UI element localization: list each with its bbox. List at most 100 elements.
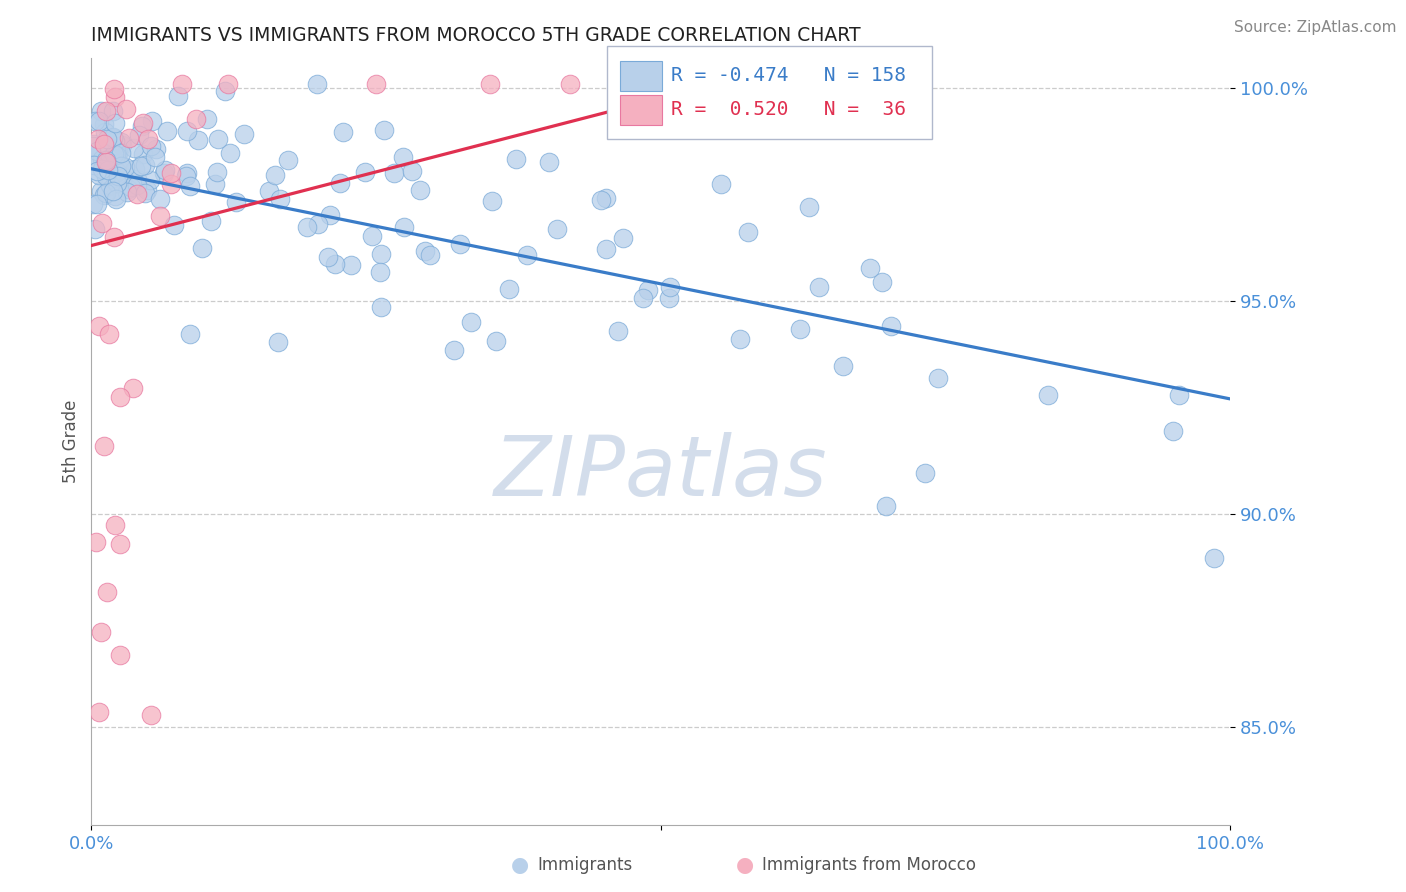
Point bbox=[373, 123, 395, 137]
Point bbox=[460, 315, 482, 329]
Point bbox=[110, 136, 132, 150]
Point bbox=[101, 184, 124, 198]
Point bbox=[84, 535, 107, 549]
Point bbox=[87, 319, 110, 334]
Point bbox=[83, 148, 105, 162]
Point bbox=[104, 90, 127, 104]
Point bbox=[149, 209, 172, 223]
Point bbox=[86, 144, 108, 158]
Text: ●: ● bbox=[512, 855, 529, 875]
Point bbox=[90, 625, 112, 640]
Point bbox=[179, 327, 201, 342]
Point bbox=[637, 283, 659, 297]
Point bbox=[139, 707, 162, 722]
Point bbox=[505, 152, 527, 166]
Point bbox=[481, 194, 503, 208]
Point bbox=[914, 466, 936, 480]
Point bbox=[108, 162, 131, 177]
Point bbox=[83, 222, 105, 236]
Point bbox=[368, 265, 391, 279]
Point bbox=[516, 248, 538, 262]
Point bbox=[419, 247, 441, 261]
Point bbox=[107, 146, 129, 161]
Point bbox=[1167, 388, 1189, 402]
Point bbox=[122, 141, 145, 155]
Point bbox=[100, 167, 122, 181]
Point bbox=[104, 134, 127, 148]
Point bbox=[200, 214, 222, 228]
Point bbox=[93, 439, 115, 453]
Point bbox=[808, 280, 831, 294]
Point bbox=[111, 137, 134, 152]
Point bbox=[176, 124, 198, 138]
Point bbox=[93, 188, 115, 202]
Point bbox=[131, 119, 153, 133]
Point bbox=[112, 170, 135, 185]
Point bbox=[141, 114, 163, 128]
Point bbox=[267, 334, 290, 349]
Point bbox=[257, 184, 280, 198]
Point bbox=[707, 77, 730, 91]
Point bbox=[318, 208, 340, 222]
Point bbox=[98, 153, 121, 167]
Point bbox=[631, 291, 654, 305]
Point bbox=[86, 132, 108, 146]
Point bbox=[108, 648, 131, 662]
Point bbox=[101, 129, 124, 144]
Point bbox=[392, 220, 415, 235]
Point bbox=[94, 125, 117, 139]
Point bbox=[96, 167, 118, 181]
Point bbox=[115, 186, 138, 200]
Point bbox=[264, 169, 287, 183]
Point bbox=[595, 242, 617, 256]
Point bbox=[89, 185, 111, 199]
Point bbox=[122, 381, 145, 395]
Point bbox=[138, 173, 160, 187]
Point bbox=[392, 150, 415, 164]
Point bbox=[127, 178, 149, 192]
Point bbox=[163, 219, 186, 233]
Point bbox=[93, 136, 115, 151]
Point bbox=[219, 145, 242, 160]
Point bbox=[108, 390, 131, 404]
Point bbox=[214, 84, 236, 98]
Point bbox=[124, 162, 146, 177]
Point bbox=[728, 332, 751, 346]
Point bbox=[153, 163, 176, 178]
Point bbox=[143, 150, 166, 164]
Point bbox=[187, 133, 209, 147]
Point bbox=[207, 165, 229, 179]
Point bbox=[105, 165, 128, 179]
Point bbox=[797, 200, 820, 214]
Point bbox=[94, 186, 117, 200]
Point bbox=[118, 131, 141, 145]
Point bbox=[131, 146, 153, 161]
Point bbox=[135, 183, 157, 197]
Point bbox=[207, 132, 229, 146]
Point bbox=[96, 585, 118, 599]
Point bbox=[149, 193, 172, 207]
Point bbox=[659, 280, 682, 294]
Point bbox=[153, 167, 176, 181]
Point bbox=[160, 178, 183, 192]
Point bbox=[607, 324, 630, 338]
Point bbox=[114, 102, 136, 116]
Point bbox=[737, 225, 759, 239]
Point bbox=[323, 256, 346, 270]
Text: R =  0.520   N =  36: R = 0.520 N = 36 bbox=[671, 100, 905, 120]
Point bbox=[307, 217, 329, 231]
Point bbox=[94, 153, 117, 168]
Point bbox=[110, 159, 132, 173]
Point bbox=[125, 172, 148, 186]
Point bbox=[103, 517, 125, 532]
Point bbox=[364, 77, 387, 91]
Point bbox=[87, 113, 110, 128]
Point bbox=[90, 152, 112, 166]
Point bbox=[658, 291, 681, 305]
Point bbox=[91, 161, 114, 176]
Point bbox=[217, 77, 239, 91]
Point bbox=[370, 247, 392, 261]
Point bbox=[104, 147, 127, 161]
Point bbox=[117, 181, 139, 195]
Point bbox=[174, 169, 197, 183]
